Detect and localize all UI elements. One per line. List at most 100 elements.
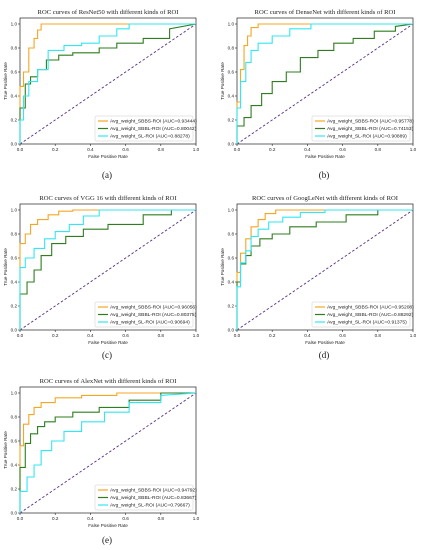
- x-tick-label: 0.2: [52, 147, 59, 152]
- y-tick-label: 0.0: [11, 328, 18, 333]
- legend-entry-label: Avg_weight_SBBS-ROI (AUC=0.95208): [327, 305, 414, 311]
- y-axis-label: True Positive Rate: [3, 248, 8, 286]
- legend-entry-label: Avg_weight_SL-ROI (AUC=0.79667): [110, 503, 190, 509]
- chance-diagonal-line: [19, 392, 197, 514]
- y-tick-label: 0.6: [228, 256, 235, 261]
- legend-entry-label: Avg_weight_SBBL-ROI (AUC=0.88292): [327, 312, 414, 318]
- y-tick-label: 0.2: [11, 487, 18, 492]
- y-tick-label: 0.6: [11, 256, 18, 261]
- x-axis-label: False Positive Rate: [88, 154, 128, 159]
- legend-box: [94, 301, 194, 328]
- roc-chart-1: ROC curves of ResNet50 with different ki…: [3, 9, 200, 180]
- legend-entry-label: Avg_weight_SBBL-ROI (AUC=0.80042): [110, 126, 197, 132]
- x-tick-label: 0.8: [375, 147, 382, 152]
- x-tick-label: 0.8: [375, 333, 382, 338]
- x-axis-label: False Positive Rate: [88, 523, 128, 528]
- legend-entry-label: Avg_weight_SL-ROI (AUC=0.90889): [327, 134, 407, 140]
- roc-series-line-3: [19, 392, 197, 513]
- x-tick-label: 0.4: [87, 516, 94, 521]
- roc-chart-5: ROC curves of AlexNet with different kin…: [3, 378, 200, 545]
- y-tick-label: 0.6: [11, 439, 18, 444]
- y-tick-label: 0.6: [11, 70, 18, 75]
- y-tick-label: 0.8: [11, 232, 18, 237]
- x-tick-label: 1.0: [193, 333, 200, 338]
- y-tick-label: 0.8: [11, 46, 18, 51]
- y-tick-label: 1.0: [228, 208, 235, 213]
- x-tick-label: 0.2: [269, 147, 276, 152]
- figure-caption: (b): [319, 170, 330, 180]
- y-tick-label: 0.8: [228, 232, 235, 237]
- x-tick-label: 0.2: [52, 516, 59, 521]
- y-axis-label: True Positive Rate: [220, 62, 225, 100]
- roc-series-line-3: [19, 209, 196, 330]
- legend-entry-label: Avg_weight_SBBS-ROI (AUC=0.93444): [110, 119, 197, 125]
- legend-entry-label: Avg_weight_SBBL-ROI (AUC=0.83667): [110, 495, 197, 501]
- legend-box: [94, 115, 194, 142]
- x-axis-label: False Positive Rate: [305, 154, 345, 159]
- x-tick-label: 0.0: [17, 333, 24, 338]
- roc-series-line-1: [19, 23, 196, 144]
- legend-entry-label: Avg_weight_SBBL-ROI (AUC=0.74153): [327, 126, 414, 132]
- x-tick-label: 0.0: [234, 147, 241, 152]
- x-tick-label: 0.4: [87, 333, 94, 338]
- y-tick-label: 1.0: [11, 22, 18, 27]
- x-tick-label: 1.0: [410, 147, 417, 152]
- y-axis-label: True Positive Rate: [3, 431, 8, 469]
- legend-box: [311, 301, 411, 328]
- legend-entry-label: Avg_weight_SBBS-ROI (AUC=0.94792): [110, 488, 197, 494]
- y-tick-label: 0.0: [11, 511, 18, 516]
- y-tick-label: 0.8: [11, 415, 18, 420]
- plot-area-frame: [236, 17, 414, 145]
- y-tick-label: 0.4: [228, 280, 235, 285]
- chance-diagonal-line: [236, 209, 414, 331]
- legend-entry-label: Avg_weight_SBBS-ROI (AUC=0.95778): [327, 119, 414, 125]
- x-tick-label: 0.4: [87, 147, 94, 152]
- x-tick-label: 0.4: [304, 333, 311, 338]
- y-tick-label: 0.2: [11, 304, 18, 309]
- figure-caption: (d): [319, 350, 330, 360]
- x-tick-label: 1.0: [410, 333, 417, 338]
- x-tick-label: 1.0: [193, 147, 200, 152]
- y-tick-label: 0.2: [228, 118, 235, 123]
- chart-title: ROC curves of ResNet50 with different ki…: [38, 9, 179, 16]
- y-tick-label: 0.4: [11, 280, 18, 285]
- chart-title: ROC curves of DenseNet with different ki…: [255, 9, 396, 16]
- figure-caption: (c): [102, 350, 112, 360]
- roc-series-line-3: [236, 209, 413, 330]
- legend-box: [94, 484, 194, 511]
- plot-area-frame: [19, 17, 197, 145]
- legend-entry-label: Avg_weight_SL-ROI (AUC=0.90694): [110, 320, 190, 326]
- x-tick-label: 0.6: [339, 147, 346, 152]
- y-tick-label: 0.4: [11, 94, 18, 99]
- roc-series-line-2: [236, 23, 414, 144]
- roc-series-line-2: [19, 209, 196, 330]
- roc-chart-4: ROC curves of GoogLeNet with different k…: [220, 195, 417, 360]
- y-tick-label: 0.6: [228, 70, 235, 75]
- legend-entry-label: Avg_weight_SL-ROI (AUC=0.91375): [327, 320, 407, 326]
- roc-series-line-2: [236, 209, 413, 330]
- chance-diagonal-line: [19, 23, 197, 145]
- y-tick-label: 0.4: [228, 94, 235, 99]
- y-tick-label: 0.2: [11, 118, 18, 123]
- x-tick-label: 0.4: [304, 147, 311, 152]
- y-tick-label: 1.0: [11, 391, 18, 396]
- figure-caption: (e): [102, 535, 112, 545]
- legend-entry-label: Avg_weight_SBBS-ROI (AUC=0.96056): [110, 305, 197, 311]
- y-tick-label: 0.0: [11, 142, 18, 147]
- y-tick-label: 1.0: [11, 208, 18, 213]
- legend-box: [311, 115, 411, 142]
- y-tick-label: 0.2: [228, 304, 235, 309]
- x-tick-label: 0.8: [158, 333, 165, 338]
- x-tick-label: 0.0: [17, 147, 24, 152]
- y-tick-label: 1.0: [228, 22, 235, 27]
- roc-series-line-3: [236, 23, 413, 144]
- chart-title: ROC curves of GoogLeNet with different k…: [252, 195, 398, 202]
- chance-diagonal-line: [236, 23, 414, 145]
- x-tick-label: 0.6: [339, 333, 346, 338]
- x-axis-label: False Positive Rate: [305, 340, 345, 345]
- y-axis-label: True Positive Rate: [3, 62, 8, 100]
- roc-series-line-1: [19, 209, 196, 330]
- roc-chart-2: ROC curves of DenseNet with different ki…: [220, 9, 417, 180]
- legend-entry-label: Avg_weight_SL-ROI (AUC=0.88278): [110, 134, 190, 140]
